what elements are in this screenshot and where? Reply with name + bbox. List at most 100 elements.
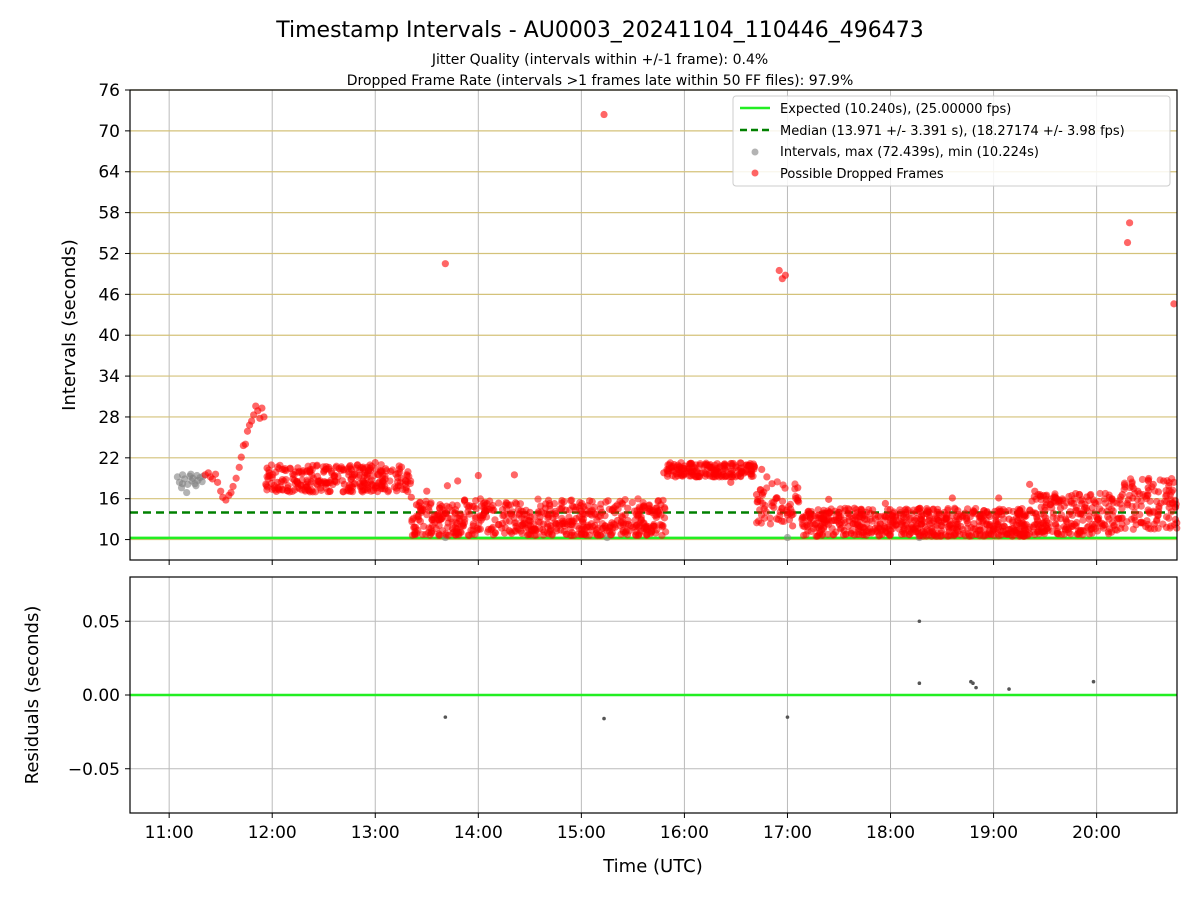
dropped-frame-point [742,466,750,474]
dropped-frame-point [534,495,542,503]
dropped-frame-point [1123,238,1132,247]
dropped-frame-point [781,271,790,279]
dropped-frame-point [476,495,484,503]
dropped-frame-point [1046,501,1054,509]
dropped-frame-point [1144,476,1152,484]
dropped-frame-point [716,462,725,470]
dropped-frame-point [1096,489,1104,498]
residual-point [974,685,978,690]
dropped-frame-point [512,500,521,508]
dropped-frame-point [892,513,900,521]
residual-point [917,681,922,685]
dropped-frame-point [722,466,730,474]
dropped-frame-point [289,470,297,478]
dropped-frame-point [965,532,973,540]
dropped-frame-point [915,532,923,540]
dropped-frame-point [1137,497,1145,505]
dropped-frame-point [273,478,281,486]
dropped-frame-point [272,468,280,476]
dropped-frame-point [866,525,874,533]
dropped-frame-point [1056,504,1065,512]
dropped-frame-point [229,482,237,491]
bottom-y-tick-label: 0.05 [82,612,120,632]
dropped-frame-point [1136,510,1144,519]
dropped-frame-point [945,532,953,540]
dropped-frame-point [486,497,494,505]
dropped-frame-point [572,503,580,511]
residual-point [443,715,448,719]
dropped-frame-point [1077,510,1085,518]
x-tick-label: 19:00 [969,823,1018,843]
top-y-axis-label: Intervals (seconds) [59,239,80,411]
dropped-frame-point [394,482,402,490]
dropped-frame-point [778,504,786,512]
dropped-frame-point [758,489,766,497]
dropped-frame-point [706,463,714,471]
interval-point [187,470,195,478]
top-y-axis-ticks: 10 16 22 28 34 40 46 52 58 64 70 76 [98,81,130,551]
dropped-frame-point [1085,515,1093,523]
top-y-tick-label: 40 [98,326,120,346]
dropped-frame-point [369,486,377,495]
dropped-frame-point [408,531,417,539]
legend: Expected (10.240s), (25.00000 fps) Media… [732,95,1171,187]
dropped-frame-point [1087,525,1096,533]
dropped-frame-point [928,525,936,533]
dropped-frame-point [820,506,828,514]
dropped-frame-point [232,474,240,482]
dropped-frame-point [634,511,642,519]
dropped-frame-point [536,513,544,521]
dropped-frame-point [1157,499,1165,507]
dropped-frame-point [670,461,678,469]
dropped-frame-point [1026,480,1034,488]
dropped-frame-point [369,472,378,480]
dropped-frame-point [536,518,544,526]
dropped-frame-point [639,519,647,527]
dropped-frame-point [1144,484,1152,492]
dropped-frame-point [1145,508,1153,516]
top-y-tick-label: 70 [98,122,120,142]
dropped-frame-point [762,484,771,492]
dropped-frame-point [454,477,462,485]
dropped-frame-point [617,530,625,538]
dropped-frame-point [381,475,389,483]
dropped-frame-point [943,511,951,519]
dropped-frame-point [577,507,585,515]
dropped-frame-point [442,529,450,538]
dropped-frame-point [309,461,317,470]
dropped-frame-point [830,516,838,525]
dropped-frame-point [1082,504,1090,512]
dropped-frame-point [1026,523,1034,531]
dropped-frame-point [912,514,920,523]
dropped-frame-point [1117,524,1125,532]
dropped-frame-point [701,472,710,480]
dropped-frame-point [1107,528,1116,536]
dropped-frame-point [213,478,222,486]
dropped-frame-point [1101,499,1110,507]
legend-intervals-label: Intervals, max (72.439s), min (10.224s) [780,145,1039,160]
top-y-tick-label: 10 [98,531,120,551]
dropped-frame-point [881,499,889,508]
dropped-frame-point [980,526,988,534]
dropped-frame-point [1015,519,1023,527]
interval-point [178,480,187,488]
dropped-frame-point [471,530,479,539]
dropped-frame-point [412,501,421,509]
dropped-frame-point [657,501,665,509]
dropped-frame-point [768,480,776,488]
interval-point [198,478,206,486]
bottom-y-axis-label: Residuals (seconds) [22,606,43,785]
dropped-frame-point [799,513,807,521]
top-y-tick-label: 58 [98,204,120,224]
dropped-frame-point [1098,519,1106,527]
dropped-frame-point [1072,522,1080,530]
dropped-frame-point [907,509,916,517]
dropped-frame-point [235,463,243,471]
dropped-frame-point [1053,529,1061,538]
dropped-frame-point [829,531,837,539]
dropped-frame-point [1125,219,1134,227]
bottom-plot-points [443,619,1096,721]
dropped-frame-point [402,484,410,492]
dropped-frame-point [1129,494,1137,502]
dropped-frame-point [435,531,443,540]
